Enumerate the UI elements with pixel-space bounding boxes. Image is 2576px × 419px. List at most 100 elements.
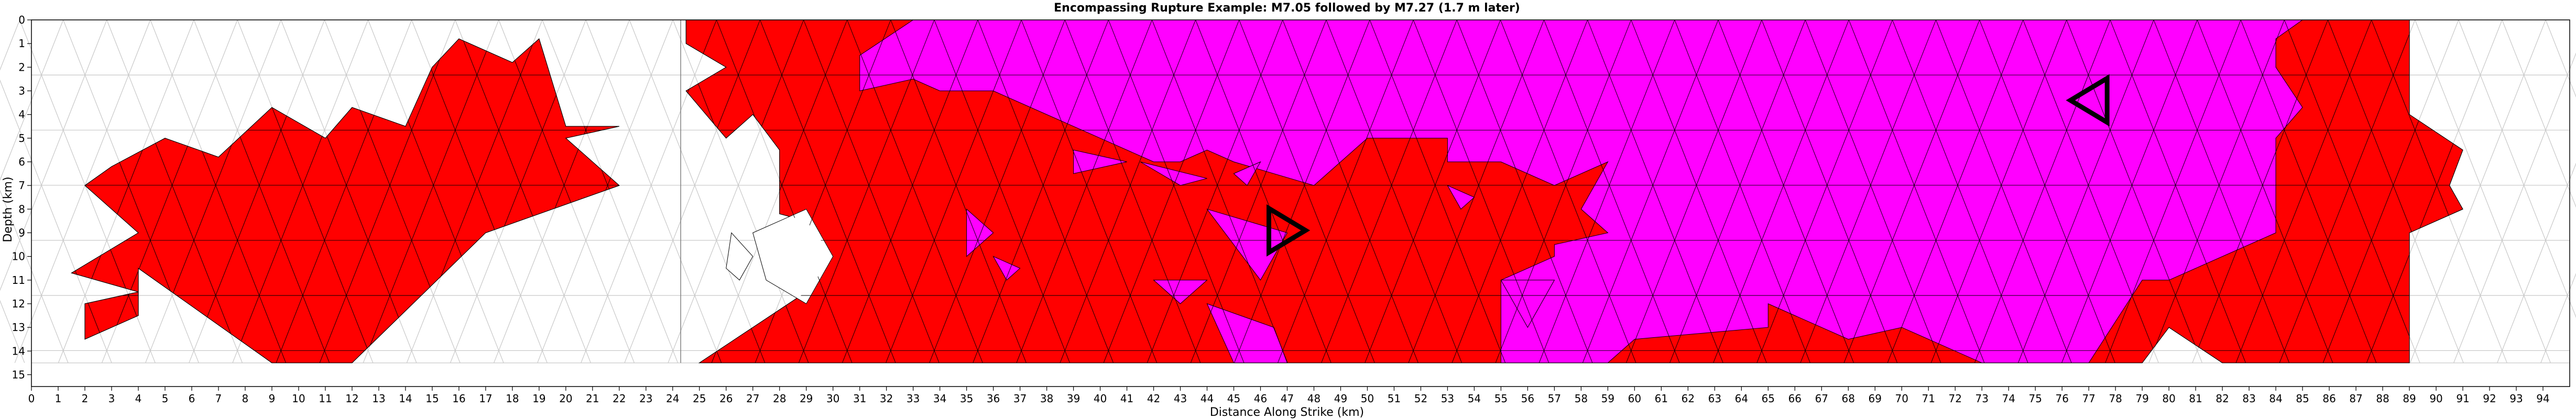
ruptured-mesh-line bbox=[1365, 20, 1501, 363]
x-tick-label: 27 bbox=[746, 392, 759, 405]
x-tick-label: 94 bbox=[2536, 392, 2549, 405]
ruptured-mesh-line bbox=[2066, 20, 2202, 363]
ruptured-mesh-line bbox=[2061, 20, 2198, 363]
ruptured-mesh-line bbox=[1495, 20, 1632, 363]
ruptured-mesh-line bbox=[2153, 20, 2290, 363]
ruptured-mesh-line bbox=[1016, 20, 1152, 363]
ruptured-mesh-line bbox=[1064, 20, 1201, 363]
y-tick-label: 4 bbox=[18, 108, 25, 121]
ruptured-mesh-line bbox=[1326, 20, 1462, 363]
x-tick-label: 88 bbox=[2376, 392, 2389, 405]
x-tick-label: 21 bbox=[586, 392, 599, 405]
mesh-line bbox=[537, 19, 673, 363]
ruptured-mesh-line bbox=[2105, 20, 2241, 363]
ruptured-mesh-line bbox=[1239, 20, 1375, 363]
ruptured-mesh-line bbox=[1626, 20, 1762, 363]
x-tick-label: 5 bbox=[162, 392, 169, 405]
mesh-line bbox=[2497, 162, 2576, 363]
second-event-island bbox=[1206, 208, 1288, 281]
x-tick-label: 16 bbox=[452, 392, 465, 405]
x-tick-label: 47 bbox=[1281, 392, 1294, 405]
ruptured-mesh-line bbox=[886, 20, 1022, 363]
ruptured-mesh-line bbox=[1979, 20, 2115, 363]
x-tick-label: 44 bbox=[1200, 392, 1214, 405]
x-tick-label: 33 bbox=[907, 392, 920, 405]
x-tick-label: 49 bbox=[1334, 392, 1347, 405]
plot-area bbox=[0, 19, 2576, 387]
ruptured-mesh-line bbox=[1674, 20, 1810, 363]
x-tick-label: 11 bbox=[319, 392, 332, 405]
x-tick-label: 12 bbox=[345, 392, 358, 405]
second-event-island bbox=[1073, 149, 1127, 174]
x-tick-label: 56 bbox=[1521, 392, 1534, 405]
x-tick-label: 74 bbox=[2002, 392, 2015, 405]
ruptured-mesh-line bbox=[1936, 20, 2072, 363]
second-event-patch bbox=[859, 20, 2303, 363]
x-tick-label: 32 bbox=[880, 392, 893, 405]
ruptured-mesh-line bbox=[1282, 20, 1418, 363]
y-tick-label: 15 bbox=[12, 368, 25, 381]
x-tick-label: 13 bbox=[372, 392, 385, 405]
x-tick-label: 54 bbox=[1468, 392, 1481, 405]
y-tick-label: 14 bbox=[12, 345, 25, 357]
second-event-island bbox=[1500, 280, 1555, 328]
mesh-line bbox=[542, 19, 679, 363]
ruptured-mesh-line bbox=[1631, 20, 1767, 363]
y-tick-label: 9 bbox=[18, 226, 25, 239]
x-tick-label: 6 bbox=[189, 392, 195, 405]
x-tick-label: 87 bbox=[2349, 392, 2362, 405]
x-tick-label: 67 bbox=[1815, 392, 1828, 405]
ruptured-mesh-line bbox=[934, 20, 1070, 363]
mesh-line bbox=[0, 300, 25, 363]
x-tick-label: 63 bbox=[1708, 392, 1721, 405]
x-tick-label: 52 bbox=[1414, 392, 1427, 405]
x-tick-label: 20 bbox=[559, 392, 572, 405]
x-tick-label: 28 bbox=[773, 392, 786, 405]
ruptured-mesh-line bbox=[973, 20, 1109, 363]
x-tick-label: 60 bbox=[1628, 392, 1641, 405]
mesh-line bbox=[0, 19, 64, 181]
x-tick-label: 19 bbox=[532, 392, 545, 405]
ruptured-mesh-line bbox=[1278, 20, 1414, 363]
x-tick-label: 26 bbox=[719, 392, 733, 405]
ruptured-mesh-line bbox=[1669, 20, 1806, 363]
second-event-island bbox=[992, 256, 1021, 281]
x-tick-label: 9 bbox=[269, 392, 276, 405]
x-tick-label: 41 bbox=[1120, 392, 1133, 405]
x-tick-label: 45 bbox=[1227, 392, 1240, 405]
ruptured-mesh-line bbox=[1800, 20, 1936, 363]
x-tick-label: 68 bbox=[1842, 392, 1855, 405]
mesh-line bbox=[2545, 19, 2576, 98]
x-tick-label: 3 bbox=[108, 392, 115, 405]
x-tick-label: 22 bbox=[613, 392, 626, 405]
unruptured-island bbox=[726, 232, 754, 281]
ruptured-mesh-line bbox=[1718, 20, 1854, 363]
x-tick-label: 53 bbox=[1441, 392, 1454, 405]
ruptured-mesh-line bbox=[1538, 20, 1675, 363]
x-tick-label: 14 bbox=[399, 392, 412, 405]
ruptured-mesh-line bbox=[842, 20, 978, 363]
ruptured-mesh-line bbox=[1060, 20, 1196, 363]
ruptured-mesh-line bbox=[1805, 20, 1941, 363]
ruptured-mesh-line bbox=[803, 20, 940, 363]
x-axis: 0 1 2 3 4 5 6 7 8 9 10 11 12 13 14 15 16 17 18 19 20 21 22 23 24… bbox=[28, 387, 2550, 405]
x-tick-label: 86 bbox=[2322, 392, 2335, 405]
ruptured-mesh-line bbox=[1108, 20, 1245, 363]
x-axis-label: Distance Along Strike (km) bbox=[1210, 406, 1364, 419]
x-tick-label: 7 bbox=[215, 392, 222, 405]
x-tick-label: 34 bbox=[933, 392, 946, 405]
ruptured-mesh-line bbox=[2110, 20, 2246, 363]
y-tick-label: 0 bbox=[18, 14, 25, 26]
ruptured-mesh-line bbox=[1451, 20, 1588, 363]
ruptured-mesh-line bbox=[1974, 20, 2111, 363]
ruptured-mesh-line bbox=[2371, 20, 2463, 363]
x-tick-label: 23 bbox=[639, 392, 652, 405]
y-tick-label: 3 bbox=[18, 84, 25, 97]
x-tick-label: 83 bbox=[2242, 392, 2255, 405]
y-tick-label: 5 bbox=[18, 132, 25, 145]
ruptured-mesh-line bbox=[1500, 20, 1636, 363]
y-tick-label: 7 bbox=[18, 179, 25, 192]
ruptured-mesh-line bbox=[1408, 20, 1544, 363]
y-tick-label: 1 bbox=[18, 37, 25, 50]
unruptured-island bbox=[752, 208, 834, 304]
